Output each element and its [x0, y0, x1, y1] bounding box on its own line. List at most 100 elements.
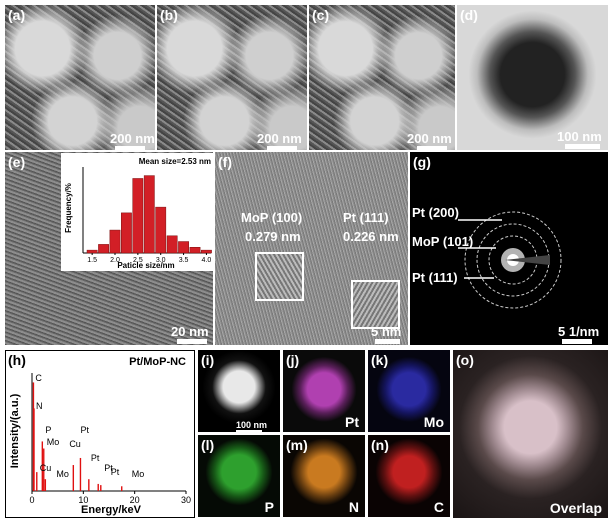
- panel-o-overlap-map: (o) Overlap: [453, 350, 608, 518]
- hist-tick-label: 2.5: [133, 257, 143, 264]
- panel-label: (h): [8, 352, 26, 368]
- panel-label: (l): [201, 437, 215, 453]
- panel-d-tem: (d) 100 nm: [457, 5, 608, 150]
- hist-bar: [109, 229, 121, 254]
- panel-n-c-map: (n) C: [368, 435, 450, 517]
- eds-peak-label: C: [35, 373, 42, 383]
- panel-label: (m): [286, 437, 308, 453]
- eds-peak-label: Pt: [80, 425, 89, 435]
- eds-peak-label: Cu: [40, 463, 52, 473]
- eds-peak-label: Mo: [47, 437, 60, 447]
- eds-peak-label: Mo: [56, 469, 69, 479]
- hist-tick-label: 1.5: [87, 257, 97, 264]
- eds-ylabel: Intensity/(a.u.): [9, 393, 21, 468]
- element-label: N: [348, 499, 359, 515]
- panel-label: (k): [371, 352, 389, 368]
- panel-b-sem: (b) 200 nm: [157, 5, 307, 150]
- hist-bar: [201, 249, 212, 254]
- scale-label: 200 nm: [257, 131, 302, 146]
- inset-mop-lattice: [255, 252, 304, 301]
- panel-k-mo-map: (k) Mo: [368, 350, 450, 432]
- inset-pt-lattice: [351, 280, 400, 329]
- eds-tick-label: 10: [78, 495, 88, 505]
- hist-bar: [132, 178, 144, 254]
- scale-bar: [562, 339, 592, 344]
- panel-label: (j): [286, 352, 300, 368]
- particle-size-histogram: Mean size=2.53 nm Frequency/% Paticle si…: [61, 153, 213, 271]
- hist-bar: [166, 235, 178, 254]
- eds-spectrum: (h) Pt/MoP-NC Intensity/(a.u.) Energy/ke…: [8, 352, 191, 516]
- eds-xlabel: Energy/keV: [81, 504, 142, 516]
- eds-peak-label: Pt: [104, 463, 113, 473]
- ring-pt-111: Pt (111): [412, 270, 458, 285]
- hist-bar: [86, 249, 98, 254]
- scale-bar: [565, 144, 600, 149]
- annotation-pt-spacing: 0.226 nm: [343, 229, 399, 244]
- panel-label: (c): [312, 7, 330, 23]
- annotation-pt-plane: Pt (111): [343, 210, 389, 225]
- panel-h-eds: (h) Pt/MoP-NC Intensity/(a.u.) Energy/ke…: [5, 350, 195, 518]
- element-label: Pt: [345, 414, 359, 430]
- annotation-mop-spacing: 0.279 nm: [245, 229, 301, 244]
- ring-pt-200: Pt (200): [412, 205, 459, 220]
- panel-g-saed: (g) Pt (200) MoP (101) Pt (111) 5 1/nm: [410, 152, 608, 345]
- eds-peak-label: Cu: [69, 439, 81, 449]
- hist-bar: [155, 206, 167, 254]
- scale-label: 5 1/nm: [558, 324, 600, 339]
- panel-label: (g): [413, 154, 431, 170]
- panel-label: (f): [218, 154, 232, 170]
- panel-label: (o): [456, 352, 474, 368]
- eds-title: Pt/MoP-NC: [129, 356, 186, 368]
- element-label: Mo: [423, 414, 444, 430]
- hist-bar: [121, 212, 132, 254]
- element-label: P: [264, 499, 274, 515]
- annotation-mop-plane: MoP (100): [241, 210, 303, 225]
- hist-bar: [143, 175, 155, 254]
- hist-tick-label: 4.0: [202, 257, 212, 264]
- eds-peak-label: Pt: [91, 453, 100, 463]
- hist-ylabel: Frequency/%: [64, 183, 73, 233]
- hist-xlabel: Paticle size/nm: [117, 261, 174, 270]
- panel-label: (b): [160, 7, 178, 23]
- scale-bar: [375, 339, 400, 344]
- eds-peak-label: Mo: [132, 469, 145, 479]
- panel-label: (a): [8, 7, 26, 23]
- scale-bar: [177, 339, 207, 344]
- panel-a-sem: (a) 200 nm: [5, 5, 155, 150]
- element-label: C: [433, 499, 444, 515]
- panel-i-haadf: (i) 100 nm: [198, 350, 280, 432]
- hist-bar: [178, 241, 189, 254]
- scale-bar: [236, 430, 262, 432]
- panel-label: (d): [460, 7, 478, 23]
- ring-mop-101: MoP (101): [412, 234, 474, 249]
- scale-label: 20 nm: [171, 324, 209, 339]
- scale-bar: [417, 146, 447, 150]
- scale-label: 100 nm: [557, 129, 602, 144]
- scale-label: 200 nm: [110, 131, 155, 146]
- scale-bar: [115, 146, 145, 150]
- hist-tick-label: 3.5: [179, 257, 189, 264]
- hist-tick-label: 3.0: [156, 257, 166, 264]
- hist-bar: [189, 247, 201, 254]
- hist-tick-label: 2.0: [110, 257, 120, 264]
- panel-j-pt-map: (j) Pt: [283, 350, 365, 432]
- eds-peak-label: P: [45, 425, 51, 435]
- diffraction-pattern: [458, 211, 562, 309]
- scale-label: 100 nm: [236, 420, 268, 430]
- element-label: Overlap: [549, 500, 602, 516]
- eds-peak-label: Pt: [111, 467, 120, 477]
- hist-title: Mean size=2.53 nm: [139, 157, 211, 166]
- panel-f-hrtem: (f) MoP (100) 0.279 nm Pt (111) 0.226 nm…: [215, 152, 408, 345]
- scale-label: 200 nm: [407, 131, 452, 146]
- eds-peak-label: N: [36, 401, 43, 411]
- eds-tick-label: 30: [181, 495, 191, 505]
- scale-bar: [267, 146, 297, 150]
- panel-label: (e): [8, 154, 26, 170]
- panel-label: (i): [201, 352, 215, 368]
- eds-tick-label: 20: [130, 495, 140, 505]
- panel-e-tem: (e) 20 nm Mean size=2.53 nm Frequency/% …: [5, 152, 213, 345]
- panel-m-n-map: (m) N: [283, 435, 365, 517]
- hist-bar: [98, 244, 109, 254]
- scale-label: 5 nm: [371, 324, 402, 339]
- panel-l-p-map: (l) P: [198, 435, 280, 517]
